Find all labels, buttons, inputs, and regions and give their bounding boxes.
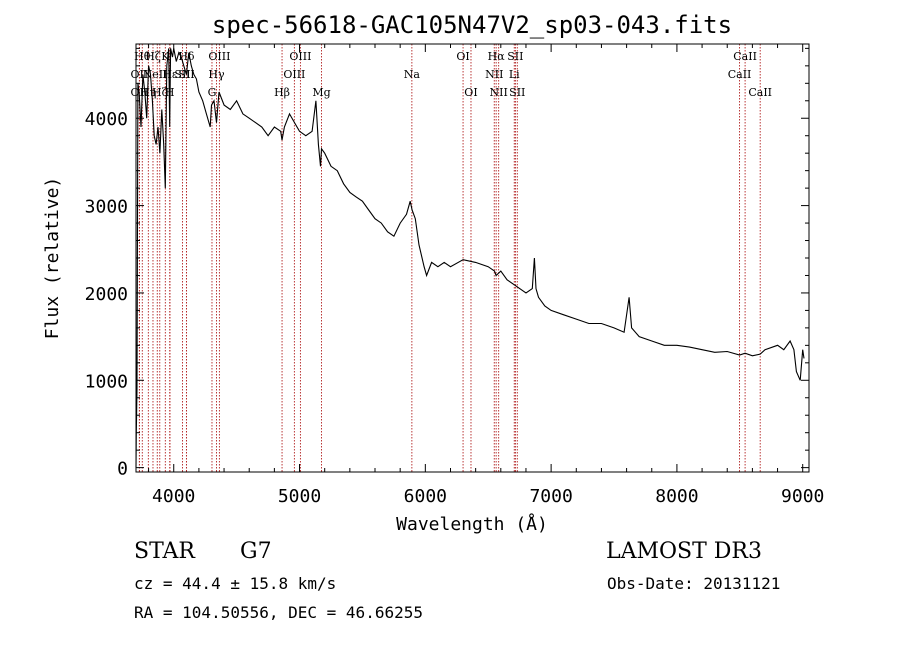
line-label-oi: OI [456, 50, 469, 63]
x-tick-label: 5000 [278, 486, 321, 507]
line-label-caii: CaII [728, 68, 752, 81]
survey-name: LAMOST DR3 [606, 539, 762, 564]
line-label-na: Na [404, 68, 421, 81]
line-label-hθ: Hθ [134, 50, 151, 63]
x-tick-label: 8000 [655, 486, 698, 507]
y-axis-label: Flux (relative) [42, 177, 63, 340]
line-label-oiii: OIII [283, 68, 305, 81]
spectrum-series [135, 48, 805, 468]
x-tick-label: 6000 [404, 486, 447, 507]
line-label-oi: OI [464, 86, 477, 99]
y-tick-label: 0 [117, 459, 128, 480]
line-label-hζ: Hζ [145, 50, 161, 63]
redshift-velocity: cz = 44.4 ± 15.8 km/s [134, 574, 337, 593]
coordinates: RA = 104.50556, DEC = 46.66255 [134, 603, 423, 622]
emission-line-labels: OIIOIIHθHηHζNeIIIHζKHHεSIIHδSIIGHγOIIIHβ… [131, 50, 772, 99]
line-label-caii: CaII [733, 50, 757, 63]
line-label-hβ: Hβ [274, 86, 290, 99]
line-label-hα: Hα [488, 50, 506, 63]
line-label-nii: NII [490, 86, 508, 99]
line-label-k: K [161, 50, 170, 63]
y-tick-label: 1000 [85, 371, 128, 392]
observation-date: Obs-Date: 20131121 [607, 574, 781, 593]
plot-frame [135, 43, 810, 473]
x-tick-label: 9000 [781, 486, 824, 507]
line-label-li: Li [509, 68, 520, 81]
x-axis-ticks: 4000 5000 6000 7000 8000 9000 [148, 44, 824, 507]
object-subclass: G7 [240, 539, 272, 564]
line-label-sii: SII [507, 50, 523, 63]
y-tick-label: 2000 [85, 284, 128, 305]
line-label-mg: Mg [312, 86, 330, 99]
line-label-hζ: Hζ [152, 86, 168, 99]
y-tick-label: 3000 [85, 197, 128, 218]
chart-title: spec-56618-GAC105N47V2_sp03-043.fits [212, 11, 732, 39]
y-axis-ticks: 0 1000 2000 3000 4000 [85, 47, 809, 480]
line-label-hγ: Hγ [208, 68, 225, 81]
line-label-g: G [208, 86, 217, 99]
object-class: STAR [134, 539, 195, 564]
y-tick-label: 4000 [85, 109, 128, 130]
line-label-sii: SII [509, 86, 525, 99]
line-label-nii: NII [485, 68, 503, 81]
x-tick-label: 4000 [152, 486, 195, 507]
line-label-caii: CaII [748, 86, 772, 99]
line-label-oii: OII [131, 68, 149, 81]
line-label-oiii: OIII [208, 50, 230, 63]
emission-line-markers [138, 44, 761, 472]
line-label-oiii: OIII [289, 50, 311, 63]
x-tick-label: 7000 [529, 486, 572, 507]
x-axis-label: Wavelength (Å) [396, 513, 548, 535]
